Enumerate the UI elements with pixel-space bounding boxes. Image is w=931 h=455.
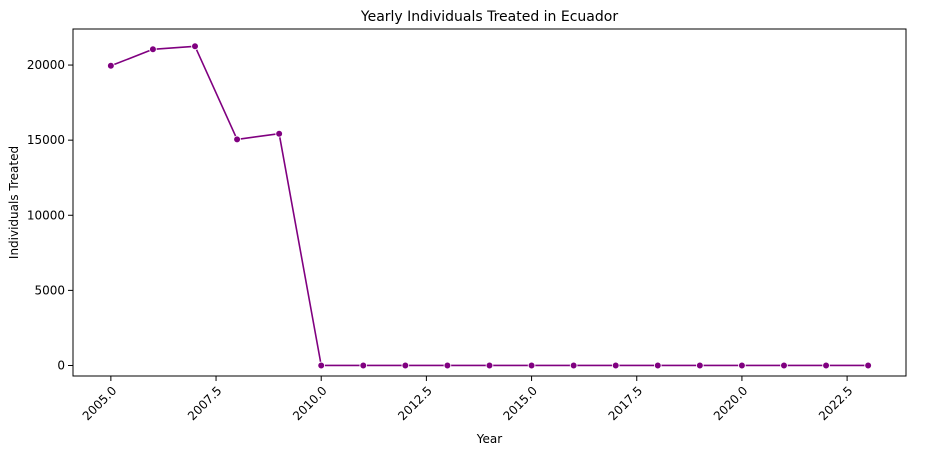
data-point (696, 361, 704, 370)
x-tick-label: 2010.0 (290, 384, 330, 424)
y-axis-ticks: 0 5000 10000 15000 20000 (27, 58, 73, 372)
data-point (485, 361, 494, 370)
x-tick-label: 2012.5 (395, 384, 435, 424)
data-point (569, 361, 578, 370)
series-layer (107, 42, 872, 370)
data-point (359, 361, 368, 370)
x-axis-label: Year (476, 432, 502, 446)
data-point (653, 361, 662, 370)
y-tick-label: 10000 (27, 208, 65, 222)
data-point (611, 361, 620, 370)
data-point (822, 361, 830, 370)
data-point (275, 129, 283, 138)
x-tick-label: 2007.5 (185, 384, 225, 424)
y-axis-label: Individuals Treated (7, 146, 21, 259)
data-point (233, 135, 241, 144)
data-point (527, 361, 536, 370)
y-tick-label: 15000 (27, 133, 65, 147)
y-tick-label: 20000 (27, 58, 65, 72)
x-tick-label: 2015.0 (500, 384, 540, 424)
data-point (443, 361, 452, 370)
data-point (149, 45, 157, 54)
data-point (738, 361, 746, 370)
y-tick-label: 5000 (34, 283, 65, 297)
x-tick-label: 2017.5 (606, 384, 646, 424)
data-point (107, 62, 115, 70)
data-point (317, 361, 326, 370)
x-axis-ticks: 2005.0 2007.5 2010.0 2012.5 2015.0 2017.5 2020… (80, 376, 856, 423)
plot-area-border (72, 28, 907, 377)
x-tick-label: 2020.0 (711, 384, 751, 424)
x-tick-label: 2005.0 (80, 384, 120, 424)
data-point (780, 361, 788, 370)
chart-title: Yearly Individuals Treated in Ecuador (360, 9, 618, 25)
x-tick-label: 2022.5 (816, 384, 856, 424)
series-line (110, 45, 869, 367)
data-point (401, 361, 410, 370)
data-point (191, 42, 199, 51)
data-point (864, 361, 872, 370)
y-tick-label: 0 (57, 358, 65, 372)
